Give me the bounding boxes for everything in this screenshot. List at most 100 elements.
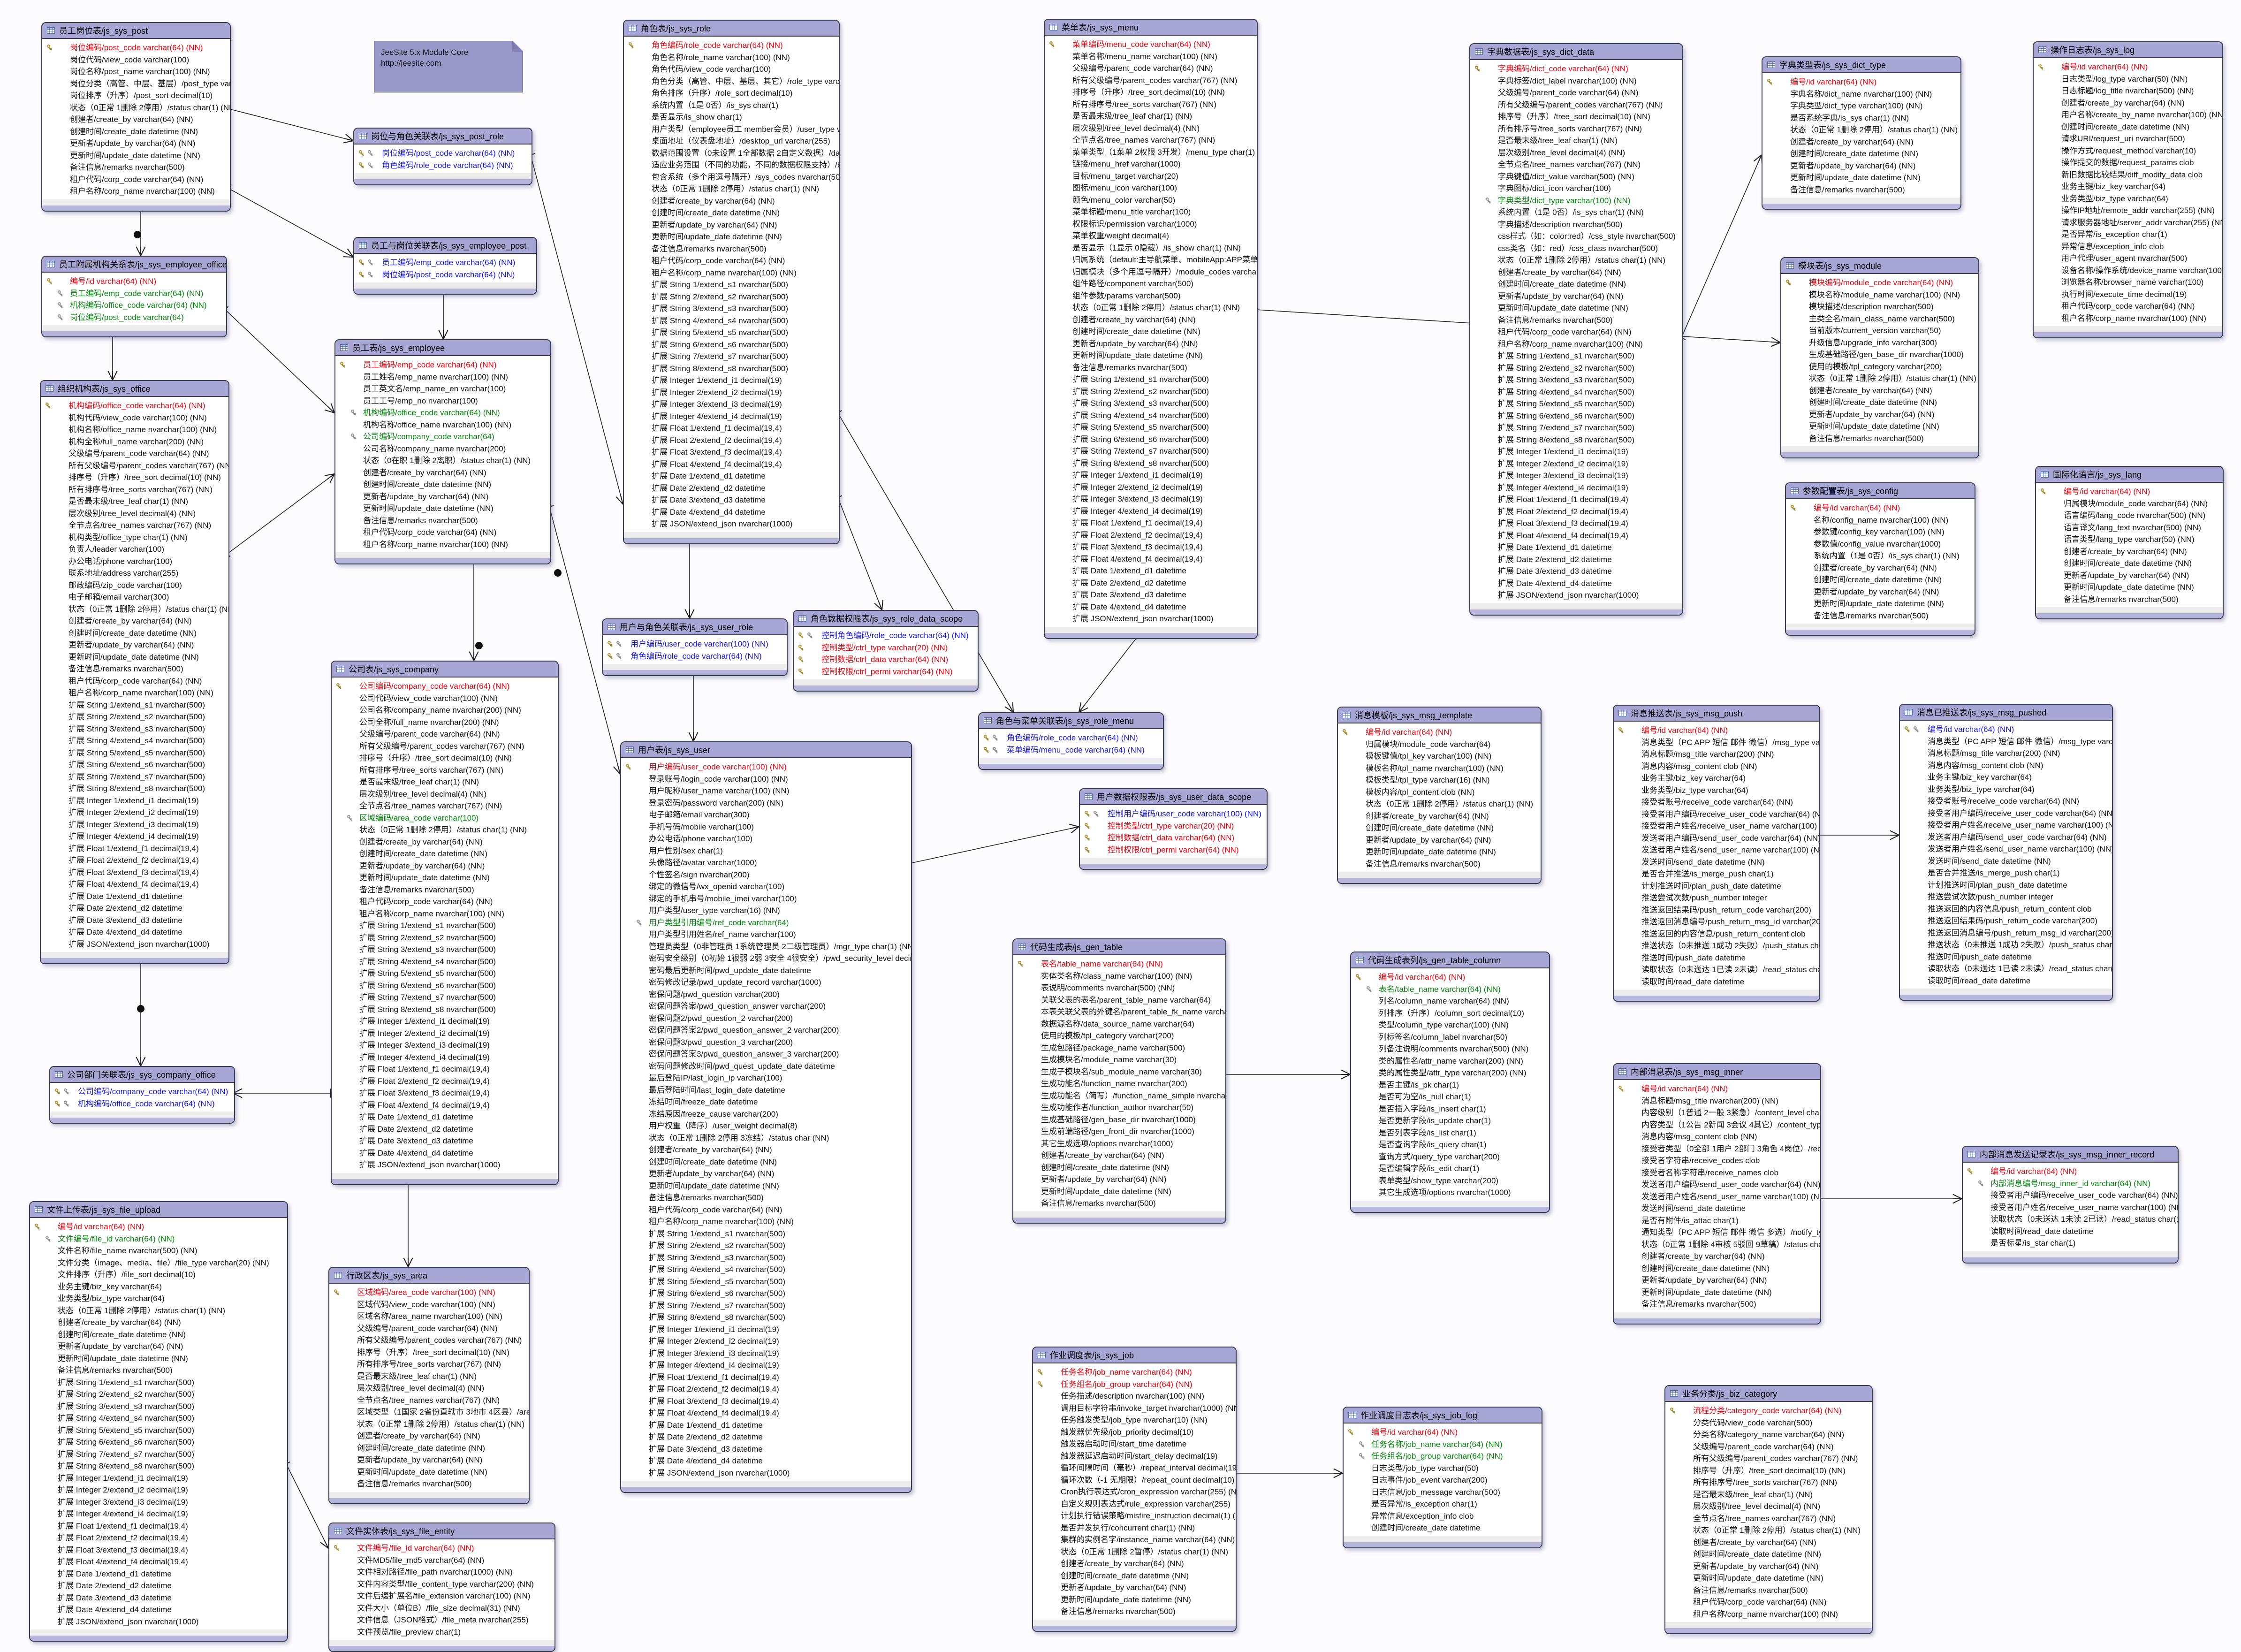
- field-text: 创建者/create_by varchar(64) (NN): [1809, 386, 1932, 395]
- table-title-bar[interactable]: 消息推送表/js_sys_msg_push: [1614, 706, 1819, 722]
- table-title-bar[interactable]: 组织机构表/js_sys_office: [41, 381, 228, 397]
- entity-sys_config[interactable]: 参数配置表/js_sys_config 编号/id varchar(64) (NN…: [1785, 482, 1975, 636]
- table-title-bar[interactable]: 角色表/js_sys_role: [624, 21, 839, 37]
- entity-gen_table_column[interactable]: 代码生成表列/js_gen_table_column 编号/id varchar(…: [1350, 952, 1550, 1213]
- field-text: 登录密码/password varchar(200) (NN): [649, 798, 784, 807]
- table-title-bar[interactable]: 代码生成表列/js_gen_table_column: [1351, 952, 1549, 968]
- field-row: 编号/id varchar(64) (NN): [2036, 486, 2223, 498]
- field-row: 扩展 String 5/extend_s5 nvarchar(500): [1045, 421, 1257, 434]
- entity-sys_msg_pushed[interactable]: 消息已推送表/js_sys_msg_pushed 编号/id varchar(64…: [1899, 704, 2113, 1001]
- field-text: 公司名称/company_name nvarchar(200) (NN): [359, 706, 521, 715]
- entity-sys_office[interactable]: 组织机构表/js_sys_office 机构编码/office_code varc…: [40, 380, 229, 964]
- entity-sys_company[interactable]: 公司表/js_sys_company 公司编码/company_code varc…: [331, 661, 559, 1185]
- entity-sys_area[interactable]: 行政区表/js_sys_area 区域编码/area_code varchar(1…: [328, 1267, 530, 1504]
- table-title-bar[interactable]: 菜单表/js_sys_menu: [1045, 20, 1257, 36]
- entity-sys_employee_office[interactable]: 员工附属机构关系表/js_sys_employee_office 编号/id va…: [41, 256, 227, 337]
- table-title-bar[interactable]: 作业调度日志表/js_sys_job_log: [1344, 1408, 1542, 1424]
- field-row: 生成功能作者/function_author nvarchar(50): [1013, 1102, 1225, 1114]
- table-title-bar[interactable]: 内部消息发送记录表/js_sys_msg_inner_record: [1963, 1147, 2178, 1163]
- field-row: 控制权限/ctrl_permi varchar(64) (NN): [794, 666, 978, 678]
- field-row: 文件信息（JSON格式）/file_meta nvarchar(255): [329, 1614, 555, 1626]
- table-title-bar[interactable]: 用户与角色关联表/js_sys_user_role: [603, 619, 787, 635]
- table-title-bar[interactable]: 员工附属机构关系表/js_sys_employee_office: [42, 257, 226, 273]
- field-text: 生成包路径/package_name varchar(500): [1041, 1043, 1185, 1052]
- table-title-bar[interactable]: 模块表/js_sys_module: [1781, 258, 1978, 274]
- table-title-bar[interactable]: 员工与岗位关联表/js_sys_employee_post: [354, 238, 536, 254]
- entity-sys_user_data_scope[interactable]: 用户数据权限表/js_sys_user_data_scope 控制用户编码/use…: [1079, 788, 1268, 870]
- entity-sys_msg_template[interactable]: 消息模板/js_sys_msg_template 编号/id varchar(64…: [1337, 707, 1542, 884]
- table-title-bar[interactable]: 员工岗位表/js_sys_post: [42, 23, 230, 39]
- entity-sys_file_entity[interactable]: 文件实体表/js_sys_file_entity 文件编号/file_id var…: [328, 1523, 555, 1652]
- field-row: 扩展 Integer 4/extend_i4 decimal(19): [332, 1051, 558, 1064]
- table-title-bar[interactable]: 消息已推送表/js_sys_msg_pushed: [1900, 705, 2112, 721]
- table-footer: [1351, 1200, 1549, 1212]
- entity-sys_employee[interactable]: 员工表/js_sys_employee 员工编码/emp_code varchar…: [334, 339, 551, 564]
- entity-sys_dict_type[interactable]: 字典类型表/js_sys_dict_type 编号/id varchar(64) …: [1762, 56, 1961, 210]
- field-row: 更新时间/update_date datetime (NN): [329, 1466, 529, 1478]
- entity-sys_company_office[interactable]: 公司部门关联表/js_sys_company_office 公司编码/compan…: [49, 1066, 235, 1124]
- field-row: 菜单类型（1菜单 2权限 3开发）/menu_type char(1) (NN): [1045, 146, 1257, 159]
- table-title-bar[interactable]: 参数配置表/js_sys_config: [1786, 483, 1975, 499]
- field-text: 接受者用户姓名/receive_user_name varchar(100) (…: [1928, 821, 2112, 830]
- entity-sys_user_role[interactable]: 用户与角色关联表/js_sys_user_role 用户编码/user_code …: [602, 618, 788, 676]
- field-row: 字典图标/dict_icon varchar(100): [1470, 183, 1682, 195]
- table-title-bar[interactable]: 用户数据权限表/js_sys_user_data_scope: [1080, 789, 1267, 805]
- key-icons: [1080, 810, 1108, 817]
- entity-sys_msg_inner_record[interactable]: 内部消息发送记录表/js_sys_msg_inner_record 编号/id v…: [1962, 1146, 2179, 1264]
- table-title-bar[interactable]: 消息模板/js_sys_msg_template: [1338, 708, 1541, 723]
- connector-dot: [475, 642, 483, 649]
- field-text: 编号/id varchar(64) (NN): [1641, 1084, 1728, 1093]
- entity-biz_category[interactable]: 业务分类/js_biz_category 流程分类/category_code v…: [1664, 1385, 1873, 1634]
- field-text: 员工编码/emp_code varchar(64) (NN): [363, 360, 497, 369]
- table-title-bar[interactable]: 用户表/js_sys_user: [621, 742, 911, 758]
- entity-sys_role[interactable]: 角色表/js_sys_role 角色编码/role_code varchar(64…: [623, 20, 840, 544]
- table-title-bar[interactable]: 员工表/js_sys_employee: [335, 340, 550, 356]
- table-title-bar[interactable]: 字典类型表/js_sys_dict_type: [1762, 57, 1960, 73]
- table-title-bar[interactable]: 公司部门关联表/js_sys_company_office: [50, 1067, 234, 1083]
- field-text: 目标/menu_target varchar(20): [1072, 171, 1178, 181]
- entity-sys_module[interactable]: 模块表/js_sys_module 模块编码/module_code varcha…: [1780, 257, 1979, 458]
- entity-sys_employee_post[interactable]: 员工与岗位关联表/js_sys_employee_post 员工编码/emp_co…: [353, 237, 537, 295]
- entity-sys_dict_data[interactable]: 字典数据表/js_sys_dict_data 字典编码/dict_code var…: [1469, 43, 1683, 616]
- entity-sys_msg_push[interactable]: 消息推送表/js_sys_msg_push 编号/id varchar(64) (…: [1613, 705, 1820, 1002]
- field-row: 控制数据/ctrl_data varchar(64) (NN): [794, 654, 978, 666]
- table-title-bar[interactable]: 行政区表/js_sys_area: [329, 1268, 529, 1284]
- entity-sys_menu[interactable]: 菜单表/js_sys_menu 菜单编码/menu_code varchar(64…: [1044, 19, 1258, 639]
- field-row: 扩展 Integer 2/extend_i2 decimal(19): [41, 807, 228, 819]
- table-title-bar[interactable]: 内部消息表/js_sys_msg_inner: [1614, 1064, 1820, 1080]
- table-title-bar[interactable]: 角色数据权限表/js_sys_role_data_scope: [794, 611, 978, 627]
- field-text: 所有排序号/tree_sorts varchar(767) (NN): [68, 485, 213, 494]
- entity-sys_role_data_scope[interactable]: 角色数据权限表/js_sys_role_data_scope 控制角色编码/rol…: [793, 610, 979, 692]
- diagram-note[interactable]: JeeSite 5.x Module Core http://jeesite.co…: [374, 41, 523, 92]
- entity-sys_file_upload[interactable]: 文件上传表/js_sys_file_upload 编号/id varchar(64…: [29, 1201, 288, 1642]
- primary-key-icon: [1786, 280, 1791, 286]
- entity-gen_table[interactable]: 代码生成表/js_gen_table 表名/table_name varchar(…: [1012, 938, 1226, 1224]
- table-fields: 字典编码/dict_code varchar(64) (NN) 字典标签/dict…: [1470, 60, 1682, 603]
- table-title-bar[interactable]: 作业调度表/js_sys_job: [1033, 1347, 1236, 1363]
- entity-sys_job[interactable]: 作业调度表/js_sys_job 任务名称/job_name varchar(64…: [1032, 1347, 1237, 1632]
- table-title-bar[interactable]: 字典数据表/js_sys_dict_data: [1470, 44, 1682, 60]
- field-text: 其它生成选项/options nvarchar(1000): [1379, 1188, 1511, 1197]
- table-title-bar[interactable]: 操作日志表/js_sys_log: [2034, 42, 2222, 58]
- table-title: 用户数据权限表/js_sys_user_data_scope: [1097, 792, 1252, 802]
- entity-sys_lang[interactable]: 国际化语言/js_sys_lang 编号/id varchar(64) (NN) 归…: [2035, 466, 2224, 619]
- table-title-bar[interactable]: 文件实体表/js_sys_file_entity: [329, 1523, 555, 1539]
- table-title-bar[interactable]: 公司表/js_sys_company: [332, 662, 558, 678]
- field-text: 父级编号/parent_code varchar(64) (NN): [1072, 64, 1213, 73]
- entity-sys_user[interactable]: 用户表/js_sys_user 用户编码/user_code varchar(10…: [620, 741, 912, 1493]
- table-title-bar[interactable]: 岗位与角色关联表/js_sys_post_role: [354, 129, 532, 145]
- entity-sys_job_log[interactable]: 作业调度日志表/js_sys_job_log 编号/id varchar(64) …: [1343, 1407, 1542, 1548]
- table-title-bar[interactable]: 业务分类/js_biz_category: [1665, 1386, 1872, 1402]
- table-title-bar[interactable]: 代码生成表/js_gen_table: [1013, 939, 1225, 955]
- entity-sys_post_role[interactable]: 岗位与角色关联表/js_sys_post_role 岗位编码/post_code …: [353, 128, 532, 185]
- field-text: 任务组名/job_group varchar(64) (NN): [1371, 1452, 1503, 1461]
- entity-sys_msg_inner[interactable]: 内部消息表/js_sys_msg_inner 编号/id varchar(64) …: [1613, 1063, 1821, 1325]
- field-row: 图标/menu_icon varchar(100): [1045, 182, 1257, 194]
- entity-sys_post[interactable]: 员工岗位表/js_sys_post 岗位编码/post_code varchar(…: [41, 22, 231, 212]
- table-title-bar[interactable]: 文件上传表/js_sys_file_upload: [30, 1202, 287, 1218]
- entity-sys_role_menu[interactable]: 角色与菜单关联表/js_sys_role_menu 角色编码/role_code …: [978, 712, 1164, 770]
- table-title-bar[interactable]: 角色与菜单关联表/js_sys_role_menu: [979, 713, 1163, 729]
- table-title-bar[interactable]: 国际化语言/js_sys_lang: [2036, 467, 2223, 483]
- entity-sys_log[interactable]: 操作日志表/js_sys_log 编号/id varchar(64) (NN) 日志…: [2033, 41, 2223, 338]
- field-text: 接受者账号/receive_code varchar(64) (NN): [1641, 798, 1793, 807]
